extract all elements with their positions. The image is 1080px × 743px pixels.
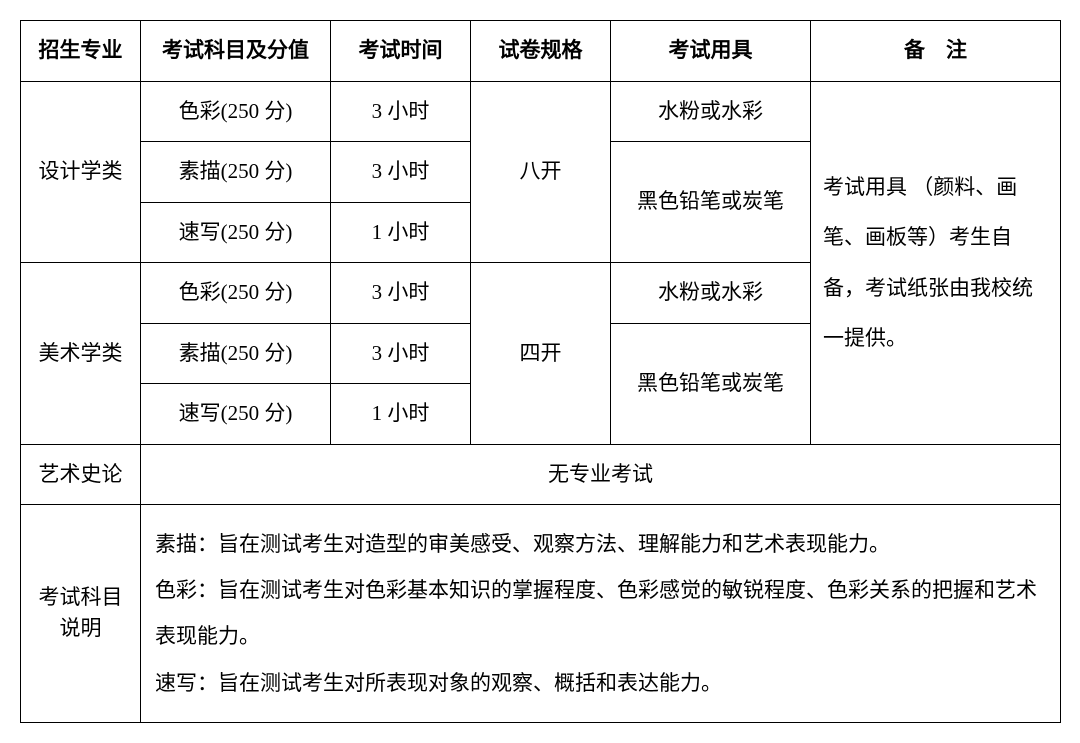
header-row: 招生专业 考试科目及分值 考试时间 试卷规格 考试用具 备 注 [21,21,1061,82]
time-cell: 1 小时 [331,384,471,445]
table-row: 考试科目说明 素描：旨在测试考生对造型的审美感受、观察方法、理解能力和艺术表现能… [21,505,1061,723]
time-cell: 1 小时 [331,202,471,263]
tools-cell: 水粉或水彩 [611,263,811,324]
history-text: 无专业考试 [141,444,1061,505]
time-cell: 3 小时 [331,323,471,384]
header-paper: 试卷规格 [471,21,611,82]
subject-cell: 素描(250 分) [141,142,331,203]
subject-cell: 色彩(250 分) [141,263,331,324]
paper-cell: 八开 [471,81,611,263]
header-time: 考试时间 [331,21,471,82]
header-major: 招生专业 [21,21,141,82]
time-cell: 3 小时 [331,263,471,324]
tools-cell: 黑色铅笔或炭笔 [611,142,811,263]
header-notes: 备 注 [811,21,1061,82]
subject-cell: 色彩(250 分) [141,81,331,142]
header-subject: 考试科目及分值 [141,21,331,82]
time-cell: 3 小时 [331,81,471,142]
table-row: 设计学类 色彩(250 分) 3 小时 八开 水粉或水彩 考试用具 （颜料、画笔… [21,81,1061,142]
subject-cell: 速写(250 分) [141,384,331,445]
explain-text: 素描：旨在测试考生对造型的审美感受、观察方法、理解能力和艺术表现能力。色彩：旨在… [141,505,1061,723]
major-history: 艺术史论 [21,444,141,505]
header-tools: 考试用具 [611,21,811,82]
table-row: 艺术史论 无专业考试 [21,444,1061,505]
subject-cell: 速写(250 分) [141,202,331,263]
tools-cell: 黑色铅笔或炭笔 [611,323,811,444]
paper-cell: 四开 [471,263,611,445]
notes-cell: 考试用具 （颜料、画笔、画板等）考生自备，考试纸张由我校统一提供。 [811,81,1061,444]
exam-table: 招生专业 考试科目及分值 考试时间 试卷规格 考试用具 备 注 设计学类 色彩(… [20,20,1061,723]
tools-cell: 水粉或水彩 [611,81,811,142]
time-cell: 3 小时 [331,142,471,203]
major-explain: 考试科目说明 [21,505,141,723]
subject-cell: 素描(250 分) [141,323,331,384]
major-design: 设计学类 [21,81,141,263]
major-fineart: 美术学类 [21,263,141,445]
